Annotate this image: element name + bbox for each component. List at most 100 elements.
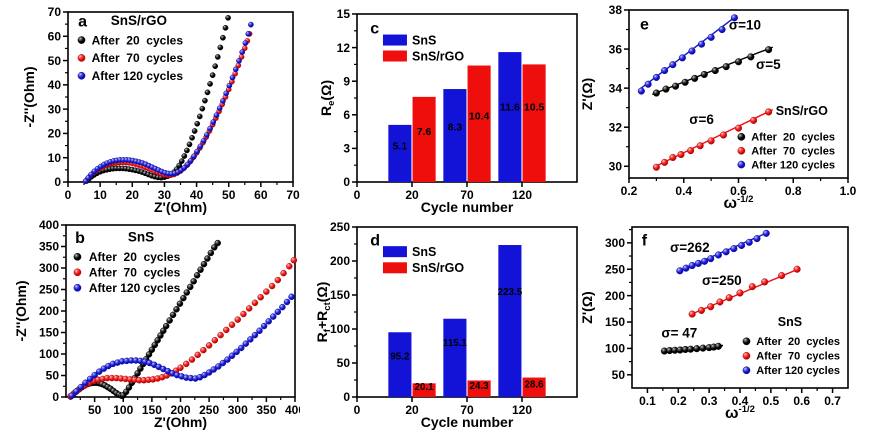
bars: 95.2 20.1 115.1 24.3 223.5 28.6 — [388, 245, 546, 397]
panel-label: c — [370, 20, 379, 37]
series-after-20-cycles — [652, 46, 773, 97]
svg-text:15: 15 — [337, 7, 351, 21]
x-axis-label: Z'(Ohm) — [154, 199, 207, 215]
bar-value-label: 7.6 — [417, 126, 432, 138]
sigma-black: σ=5 — [756, 57, 781, 72]
series-after-20-cycles — [660, 342, 724, 355]
svg-text:70: 70 — [460, 403, 474, 417]
axes: 0 20 70 120 0 3 6 9 12 15 — [337, 7, 533, 202]
svg-text:20: 20 — [405, 403, 419, 417]
svg-text:0.2: 0.2 — [621, 184, 638, 198]
svg-text:32: 32 — [609, 120, 623, 134]
svg-text:9: 9 — [343, 74, 350, 88]
svg-text:36: 36 — [609, 42, 623, 56]
panel-a: 0 10 20 30 40 50 60 70 0 10 20 30 40 50 60 70 Z'(Ohm) -Z'… — [0, 0, 300, 217]
bar-value-label: 10.5 — [524, 101, 545, 113]
panel-f: 0.1 0.2 0.3 0.4 0.5 0.6 0.7 50 100 150 200 250 300 ω-… — [579, 217, 873, 434]
legend-title: SnS — [128, 229, 154, 244]
bar-SnS/rGO-70 — [467, 380, 491, 397]
bar-value-label: 20.1 — [415, 382, 435, 393]
svg-text:40: 40 — [48, 78, 62, 92]
bar-SnS-120 — [498, 52, 522, 182]
y-axis-label: Re(Ω) — [318, 80, 337, 116]
series-after-120-cycles — [637, 14, 738, 95]
svg-text:70: 70 — [48, 5, 62, 19]
x-axis-label: Z'(Ohm) — [154, 414, 207, 430]
svg-text:6: 6 — [343, 108, 350, 122]
svg-text:10: 10 — [48, 151, 62, 165]
svg-text:300: 300 — [605, 236, 625, 250]
svg-text:0: 0 — [343, 390, 350, 404]
svg-text:50: 50 — [46, 369, 60, 383]
bar-value-label: 10.4 — [469, 110, 490, 122]
legend-title: SnS/rGO — [776, 104, 828, 118]
sigma-blue: σ=262 — [670, 240, 710, 255]
bar-SnS-20 — [388, 332, 412, 397]
svg-text:20: 20 — [405, 188, 419, 202]
bar-SnS-20 — [388, 124, 412, 182]
svg-text:50: 50 — [222, 188, 236, 202]
svg-text:0: 0 — [54, 175, 61, 189]
svg-text:250: 250 — [605, 262, 625, 276]
bar-SnS/rGO-120 — [522, 377, 546, 397]
svg-text:1.0: 1.0 — [840, 184, 857, 198]
svg-text:50: 50 — [48, 54, 62, 68]
legend-entry: After 120 cycles — [756, 365, 840, 377]
svg-text:150: 150 — [39, 326, 59, 340]
legend-entry: After 120 cycles — [751, 159, 835, 171]
svg-text:0.6: 0.6 — [730, 184, 747, 198]
axes: 50 100 150 200 250 300 350 400 0 50 100 150 200 250 30… — [39, 218, 305, 417]
svg-text:350: 350 — [39, 240, 59, 254]
y-axis-label: -Z''(Ohm) — [13, 280, 29, 341]
svg-text:12: 12 — [337, 41, 351, 55]
svg-text:200: 200 — [39, 304, 59, 318]
panel-f-chart: 0.1 0.2 0.3 0.4 0.5 0.6 0.7 50 100 150 200 250 300 ω-… — [579, 226, 849, 422]
svg-text:60: 60 — [254, 188, 268, 202]
svg-text:30: 30 — [158, 188, 172, 202]
svg-text:250: 250 — [39, 283, 59, 297]
series-after-120-cycles — [676, 229, 770, 275]
panel-d-chart: 0 20 70 120 0 50 100 150 200 250 Cycle number Rf+Rc… — [314, 220, 578, 430]
svg-text:50: 50 — [88, 403, 102, 417]
bars: 5.1 7.6 8.3 10.4 11.6 10.5 — [388, 52, 546, 182]
panel-label: f — [642, 233, 648, 250]
x-axis-label: ω-1/2 — [725, 404, 755, 422]
legend-entry: After 120 cycles — [92, 69, 184, 83]
bar-value-label: 5.1 — [393, 141, 408, 153]
svg-text:0.6: 0.6 — [793, 394, 810, 408]
svg-text:60: 60 — [48, 29, 62, 43]
svg-text:150: 150 — [605, 315, 625, 329]
legend-entry: After 20 cycles — [751, 132, 835, 144]
legend-entry: SnS/rGO — [412, 49, 464, 63]
bar-SnS-70 — [443, 89, 467, 182]
svg-text:0: 0 — [343, 175, 350, 189]
panel-label: b — [75, 230, 85, 247]
svg-text:34: 34 — [609, 81, 623, 95]
panel-c-chart: 0 20 70 120 0 3 6 9 12 15 Cycle number Re(Ω) 5.1 7.6 8… — [318, 7, 578, 215]
panel-b-chart: 50 100 150 200 250 300 350 400 0 50 100 150 200 250 30… — [13, 218, 305, 430]
bar-value-label: 8.3 — [448, 121, 463, 133]
series-after-120-cycles — [82, 21, 254, 184]
bar-SnS/rGO-120 — [522, 64, 546, 182]
svg-text:0.2: 0.2 — [670, 394, 687, 408]
svg-text:300: 300 — [39, 261, 59, 275]
svg-text:300: 300 — [228, 403, 248, 417]
bar-value-label: 28.6 — [525, 379, 545, 390]
legend-entry: After 70 cycles — [92, 51, 184, 65]
legend-entry: After 120 cycles — [89, 281, 181, 295]
y-axis-label: Rf+Rct(Ω) — [314, 282, 333, 343]
svg-text:40: 40 — [190, 188, 204, 202]
bar-value-label: 24.3 — [470, 381, 490, 392]
legend-entry: SnS — [412, 33, 436, 47]
legend-title: SnS — [778, 315, 802, 329]
sigma-blue: σ=10 — [729, 17, 761, 32]
svg-text:100: 100 — [113, 403, 133, 417]
svg-text:10: 10 — [93, 188, 107, 202]
bar-SnS/rGO-20 — [412, 96, 436, 182]
legend: SnS SnS/rGO — [382, 33, 464, 63]
legend-entry: SnS — [412, 245, 436, 259]
